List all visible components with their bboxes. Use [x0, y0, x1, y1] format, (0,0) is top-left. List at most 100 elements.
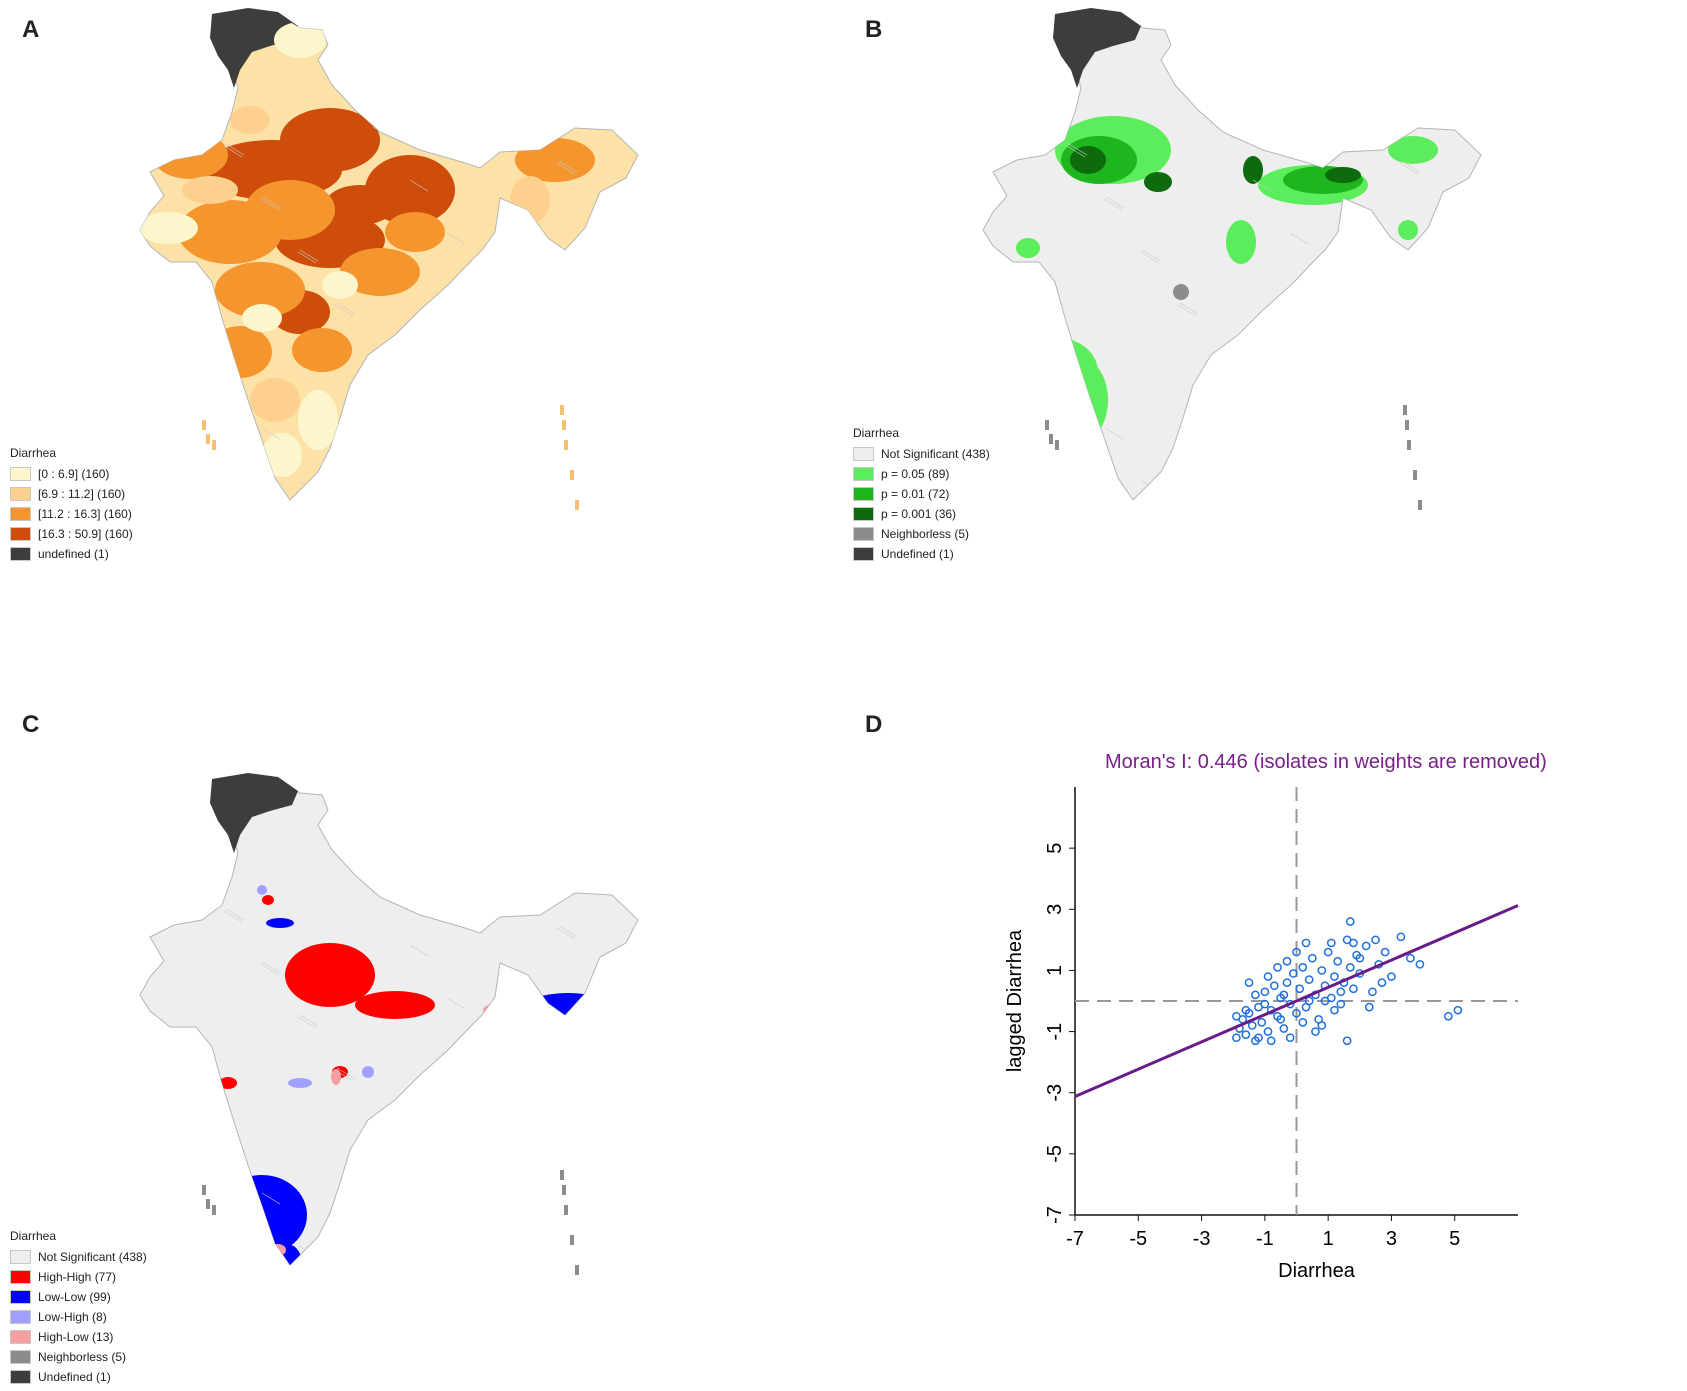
legend-swatch — [10, 1350, 31, 1364]
legend-item: Neighborless (5) — [10, 1347, 147, 1367]
district-cluster — [1057, 398, 1085, 442]
district-border — [408, 410, 428, 423]
data-point — [1279, 990, 1289, 1000]
district-border — [1030, 321, 1050, 334]
data-point — [1323, 947, 1333, 957]
legend-item: Not Significant (438) — [853, 444, 990, 464]
data-point — [1282, 956, 1292, 966]
district-cluster — [245, 180, 335, 240]
legend-swatch — [853, 527, 874, 541]
district-cluster — [1144, 172, 1172, 192]
district-border — [186, 857, 206, 870]
legend-label: undefined (1) — [38, 547, 109, 561]
legend-label: p = 0.001 (36) — [881, 507, 957, 521]
district-border — [1103, 198, 1123, 211]
island — [202, 420, 206, 430]
legend-label: Low-Low (99) — [38, 1290, 111, 1304]
legend-label: p = 0.01 (72) — [881, 487, 950, 501]
data-point — [1320, 996, 1330, 1006]
data-point — [1336, 999, 1346, 1009]
district-border — [595, 978, 615, 991]
legend-item: Low-High (8) — [10, 1307, 147, 1327]
island — [1045, 420, 1049, 430]
data-point — [1330, 1005, 1339, 1015]
district-border — [334, 1069, 354, 1082]
district-border — [994, 497, 1014, 500]
chart-title: Moran's I: 0.446 (isolates in weights ar… — [1105, 751, 1547, 773]
data-point — [1241, 1030, 1251, 1039]
district-border — [1251, 410, 1271, 423]
panel-letter: A — [22, 16, 40, 43]
district-cluster — [1226, 220, 1256, 264]
district-border — [187, 321, 207, 334]
y-tick-label: -1 — [1044, 1023, 1066, 1041]
legend-item: Low-Low (99) — [10, 1287, 147, 1307]
map-b — [982, 8, 1482, 510]
district-cluster — [274, 22, 326, 58]
legend-item: High-High (77) — [10, 1267, 147, 1287]
data-point — [1298, 963, 1308, 972]
district-cluster — [322, 271, 358, 299]
legend-label: p = 0.05 (89) — [881, 467, 950, 481]
district-cluster — [152, 131, 228, 179]
x-tick-label: 3 — [1386, 1228, 1397, 1250]
legend-item: Neighborless (5) — [853, 524, 990, 544]
district-border — [558, 160, 578, 173]
island — [206, 1199, 210, 1209]
district-border — [447, 461, 467, 474]
district-cluster — [257, 885, 267, 895]
legend-item: [16.3 : 50.9] (160) — [10, 524, 133, 544]
data-point — [1330, 972, 1339, 981]
data-point — [1266, 1036, 1276, 1046]
legend-label: [16.3 : 50.9] (160) — [38, 527, 133, 541]
legend-swatch — [853, 547, 874, 561]
district-border — [410, 408, 430, 421]
legend-label: Not Significant (438) — [38, 1250, 147, 1264]
legend-swatch — [10, 1330, 31, 1344]
legend-swatch — [853, 447, 874, 461]
legend-item: Not Significant (438) — [10, 1247, 147, 1267]
district-border — [484, 819, 504, 832]
island — [1049, 434, 1053, 444]
district-border — [483, 285, 503, 298]
legend-swatch — [853, 487, 874, 501]
legend-label: High-Low (13) — [38, 1330, 114, 1344]
district-cluster — [182, 176, 238, 204]
district-cluster — [250, 378, 300, 422]
legend-label: Low-High (8) — [38, 1310, 107, 1324]
district-border — [519, 109, 539, 122]
district-cluster — [285, 943, 375, 1007]
y-tick-label: -5 — [1044, 1145, 1066, 1163]
district-border — [409, 944, 429, 957]
district-border — [408, 1175, 428, 1188]
district-cluster — [298, 390, 338, 450]
legend-label: [11.2 : 16.3] (160) — [38, 507, 132, 521]
legend-item: [0 : 6.9] (160) — [10, 464, 133, 484]
district-border — [558, 925, 578, 938]
district-cluster — [230, 106, 270, 134]
district-border — [151, 1262, 171, 1265]
district-border — [188, 855, 208, 868]
legend-label: Undefined (1) — [881, 547, 954, 561]
legend-swatch — [10, 1370, 31, 1384]
district-border — [335, 73, 355, 86]
district-border — [1178, 73, 1198, 86]
district-border — [520, 1103, 540, 1116]
legend-label: High-High (77) — [38, 1270, 117, 1284]
district-cluster — [483, 1004, 507, 1016]
district-border — [223, 145, 243, 158]
data-point — [1336, 987, 1346, 997]
district-border — [1252, 179, 1272, 192]
y-axis-title: lagged Diarrhea — [1004, 929, 1026, 1072]
data-point — [1292, 1008, 1301, 1018]
district-border — [1401, 160, 1421, 173]
panel-b-significance-map: B Diarrhea Not Significant (438) p = 0.0… — [843, 0, 1686, 695]
district-border — [261, 427, 281, 440]
legend-swatch — [10, 547, 31, 561]
island — [212, 1205, 216, 1215]
district-border — [335, 838, 355, 851]
data-point — [1279, 1024, 1289, 1033]
district-border — [260, 963, 280, 976]
district-border — [150, 1033, 170, 1046]
district-cluster — [266, 918, 294, 928]
